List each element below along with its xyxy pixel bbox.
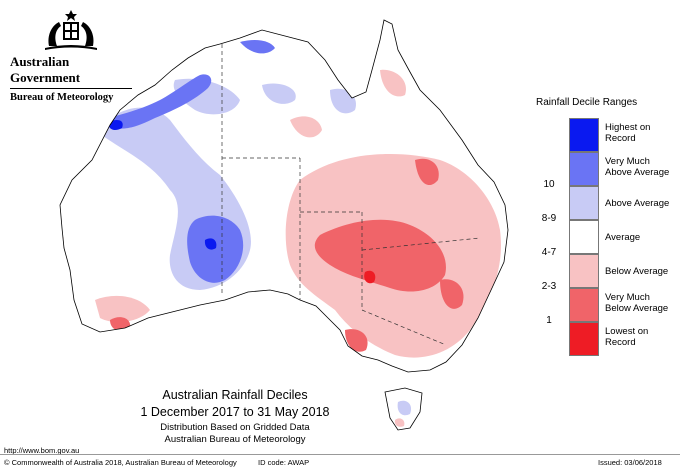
legend-item: 10 Very Much Above Average xyxy=(536,152,676,190)
map-method: Distribution Based on Gridded Data xyxy=(160,422,310,433)
legend-label: Lowest on Record xyxy=(605,326,649,348)
map-period: 1 December 2017 to 31 May 2018 xyxy=(140,405,330,419)
decile-shading xyxy=(60,40,501,358)
legend-item: 1 Very Much Below Average xyxy=(536,288,676,326)
id-code: ID code: AWAP xyxy=(258,458,310,467)
bureau-title: Bureau of Meteorology xyxy=(10,88,132,103)
legend-swatch xyxy=(569,152,599,186)
decile-legend: Rainfall Decile Ranges Highest on Record… xyxy=(536,97,676,356)
map-title: Australian Rainfall Deciles xyxy=(162,388,308,402)
legend-label: Below Average xyxy=(605,266,669,277)
legend-code: 1 xyxy=(546,315,552,326)
bom-website-link[interactable]: http://www.bom.gov.au xyxy=(4,446,80,455)
footer: © Commonwealth of Australia 2018, Austra… xyxy=(0,454,680,468)
legend-label: Above Average xyxy=(605,198,670,209)
legend-title: Rainfall Decile Ranges xyxy=(536,97,638,108)
legend-item: 8-9 Above Average xyxy=(536,186,676,224)
legend-swatch xyxy=(569,254,599,288)
legend-swatch xyxy=(569,186,599,220)
coat-of-arms-icon xyxy=(45,10,97,50)
legend-code: 2-3 xyxy=(541,281,557,292)
legend-swatch xyxy=(569,288,599,322)
legend-swatch xyxy=(569,118,599,152)
issued-date: Issued: 03/06/2018 xyxy=(598,458,662,467)
legend-label: Average xyxy=(605,232,641,243)
legend-item: 4-7 Average xyxy=(536,220,676,258)
legend-code: 10 xyxy=(543,179,555,190)
legend-code: 4-7 xyxy=(541,247,557,258)
legend-item: 2-3 Below Average xyxy=(536,254,676,292)
government-logo: Australian Government Bureau of Meteorol… xyxy=(10,8,132,103)
legend-item: Highest on Record xyxy=(536,118,676,152)
legend-swatch xyxy=(569,322,599,356)
legend-item: Lowest on Record xyxy=(536,322,676,356)
legend-swatch xyxy=(569,220,599,254)
legend-label: Very Much Above Average xyxy=(605,156,670,178)
map-source: Australian Bureau of Meteorology xyxy=(164,434,306,445)
legend-label: Highest on Record xyxy=(605,122,651,144)
state-borders xyxy=(221,44,481,346)
rainfall-decile-map xyxy=(59,19,509,431)
government-title: Australian Government xyxy=(10,54,81,85)
copyright-text: © Commonwealth of Australia 2018, Austra… xyxy=(4,458,237,467)
legend-label: Very Much Below Average xyxy=(605,292,669,314)
legend-code: 8-9 xyxy=(541,213,557,224)
